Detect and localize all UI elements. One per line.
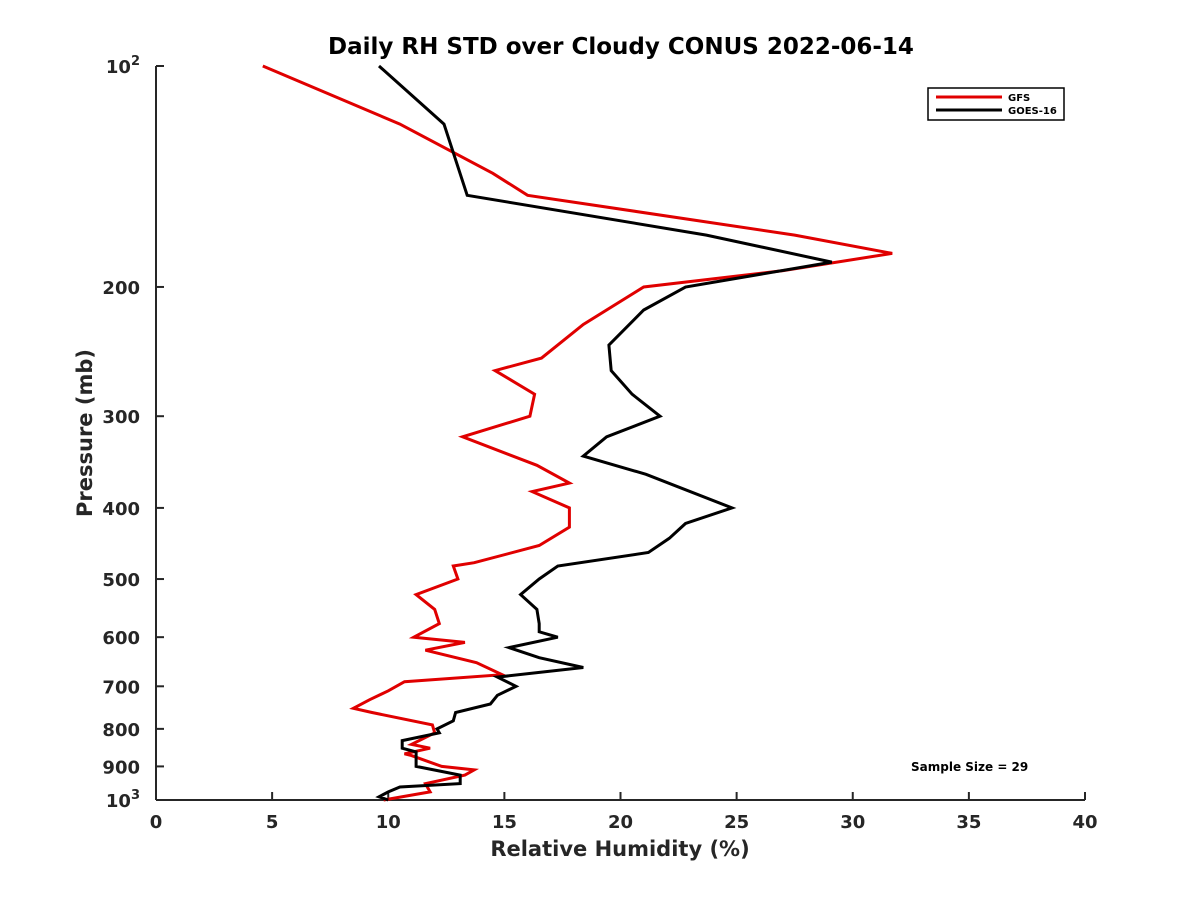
y-tick-label: 800	[102, 720, 140, 741]
x-tick-label: 35	[956, 812, 981, 833]
legend-box	[927, 87, 1065, 121]
series-line-gfs	[262, 64, 893, 802]
x-tick-label: 25	[724, 812, 749, 833]
x-tick-label: 5	[266, 812, 279, 833]
y-axis-label: Pressure (mb)	[73, 349, 97, 517]
y-tick-label: 200	[102, 278, 140, 299]
y-tick-label: 600	[102, 628, 140, 649]
x-tick-label: 10	[376, 812, 401, 833]
y-tick-label: 400	[102, 499, 140, 520]
x-axis-label: Relative Humidity (%)	[490, 837, 749, 861]
y-tick-label: 500	[102, 570, 140, 591]
legend-label-goes16: GOES-16	[1008, 106, 1057, 117]
x-tick-label: 40	[1072, 812, 1097, 833]
legend: GFS GOES-16	[927, 87, 1065, 121]
y-tick-label: 102	[106, 54, 140, 78]
y-tick-label: 700	[102, 677, 140, 698]
sample-size-annotation: Sample Size = 29	[911, 760, 1028, 774]
y-tick-label: 900	[102, 757, 140, 778]
series-group	[262, 64, 893, 802]
y-tick-label: 103	[106, 788, 140, 812]
chart-title: Daily RH STD over Cloudy CONUS 2022-06-1…	[328, 34, 914, 60]
x-tick-label: 0	[150, 812, 163, 833]
x-tick-label: 15	[492, 812, 517, 833]
legend-label-gfs: GFS	[1008, 93, 1030, 104]
x-tick-label: 30	[840, 812, 865, 833]
x-ticks: 0 5 10 15 20 25 30 35 40	[150, 792, 1098, 833]
series-line-goes16	[375, 64, 833, 802]
x-tick-label: 20	[608, 812, 633, 833]
y-ticks: 102 200 300 400 500 600 700 800 900 103	[102, 54, 164, 812]
y-tick-label: 300	[102, 407, 140, 428]
